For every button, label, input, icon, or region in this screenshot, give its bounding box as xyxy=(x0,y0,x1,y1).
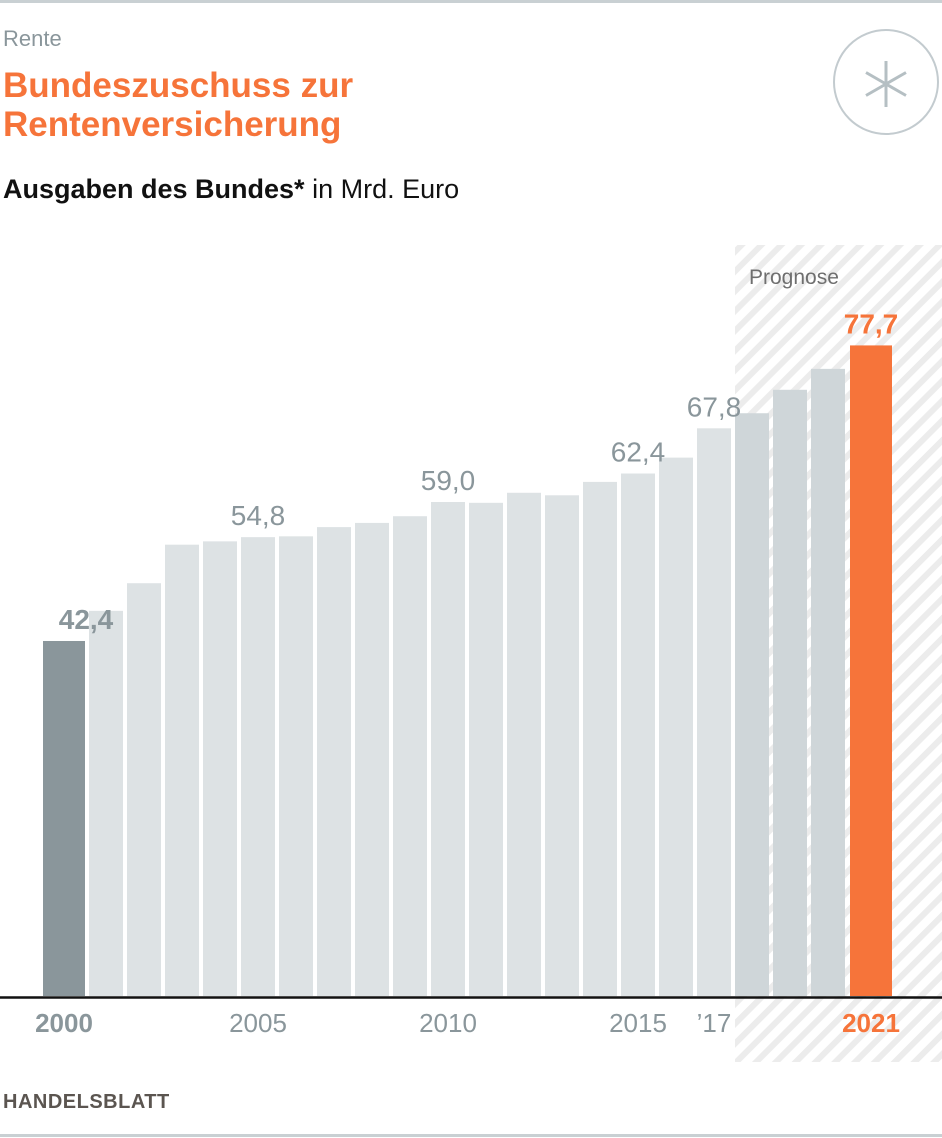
bar-2017 xyxy=(697,428,731,996)
bar-2011 xyxy=(469,502,503,996)
bar-2002 xyxy=(127,583,161,996)
data-label-2000: 42,4 xyxy=(59,604,114,635)
bar-2003 xyxy=(165,544,199,996)
asterisk-badge xyxy=(833,29,939,135)
bar-2010 xyxy=(431,501,465,996)
data-labels-group: 42,4 54,8 59,0 62,4 67,8 77,7 xyxy=(59,308,899,635)
subtitle-bold: Ausgaben des Bundes* xyxy=(3,174,305,204)
source-credit: HANDELSBLATT xyxy=(3,1091,170,1113)
tick-labels-group: 2000 2005 2010 2015 ’17 2021 xyxy=(35,1008,900,1038)
bar-2021 xyxy=(850,345,892,996)
bar-2005 xyxy=(241,537,275,996)
tick-label-2000: 2000 xyxy=(35,1008,93,1038)
bar-2016 xyxy=(659,457,693,996)
tick-label-2010: 2010 xyxy=(419,1008,477,1038)
bar-2015 xyxy=(621,473,655,996)
title-line-1: Bundeszuschuss zur xyxy=(3,66,354,105)
bar-2001 xyxy=(89,610,123,996)
bottom-border xyxy=(0,1134,942,1137)
bar-2000 xyxy=(43,640,85,996)
data-label-2005: 54,8 xyxy=(231,500,286,531)
top-border xyxy=(0,0,942,3)
title-line-2: Rentenversicherung xyxy=(3,105,342,144)
tick-label-2005: 2005 xyxy=(229,1008,287,1038)
forecast-label: Prognose xyxy=(749,266,839,289)
bar-2006 xyxy=(279,536,313,996)
bar-2014 xyxy=(583,481,617,996)
bar-2020 xyxy=(811,368,845,996)
bar-2004 xyxy=(203,541,237,996)
bar-chart: Prognose 42,454,859,062,467,877,7 2000 20… xyxy=(0,245,942,1062)
bar-2013 xyxy=(545,495,579,996)
data-label-2015: 62,4 xyxy=(611,437,666,468)
data-label-2021: 77,7 xyxy=(844,308,899,339)
bar-2018 xyxy=(735,413,769,996)
tick-label-2015: 2015 xyxy=(609,1008,667,1038)
bar-2012 xyxy=(507,492,541,996)
tick-label-2017: ’17 xyxy=(697,1008,732,1038)
chart-title: Bundeszuschuss zur Rentenversicherung xyxy=(3,66,353,144)
chart-subtitle: Ausgaben des Bundes* in Mrd. Euro xyxy=(3,174,459,205)
data-label-2017: 67,8 xyxy=(687,391,742,422)
tick-label-2021: 2021 xyxy=(842,1008,900,1038)
bar-2009 xyxy=(393,516,427,996)
bar-2007 xyxy=(317,527,351,996)
bars-group xyxy=(43,345,892,996)
kicker: Rente xyxy=(3,26,62,51)
bar-2019 xyxy=(773,389,807,996)
data-label-2010: 59,0 xyxy=(421,465,476,496)
bar-2008 xyxy=(355,522,389,996)
subtitle-unit: in Mrd. Euro xyxy=(304,174,460,204)
asterisk-icon xyxy=(865,61,907,107)
